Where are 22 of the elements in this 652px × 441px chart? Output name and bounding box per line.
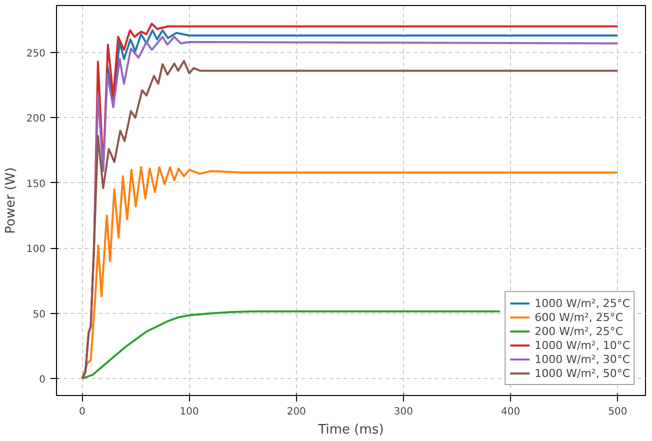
legend-label: 600 W/m², 25°C xyxy=(534,310,623,324)
legend-label: 1000 W/m², 10°C xyxy=(534,338,630,352)
x-tick-label: 200 xyxy=(286,406,306,418)
x-tick-label: 0 xyxy=(79,406,86,418)
legend-label: 1000 W/m², 50°C xyxy=(534,366,630,380)
y-tick-label: 150 xyxy=(26,178,46,190)
line-series xyxy=(81,310,501,380)
y-tick-label: 0 xyxy=(39,374,46,386)
line-series xyxy=(106,29,619,102)
x-tick-label: 500 xyxy=(608,406,628,418)
y-tick-label: 100 xyxy=(26,244,46,256)
y-axis-title: Power (W) xyxy=(3,167,18,234)
y-tick-label: 50 xyxy=(32,309,46,320)
x-tick-label: 400 xyxy=(501,406,520,418)
y-tick-label: 200 xyxy=(26,114,46,125)
legend-label: 1000 W/m², 25°C xyxy=(534,296,630,310)
x-tick-label: 300 xyxy=(394,406,414,418)
y-tick-label: 250 xyxy=(26,48,46,60)
legend-label: 200 W/m², 25°C xyxy=(534,324,623,338)
x-axis-title: Time (ms) xyxy=(317,422,384,438)
legend-label: 1000 W/m², 30°C xyxy=(534,352,630,366)
x-tick-label: 100 xyxy=(180,406,199,418)
